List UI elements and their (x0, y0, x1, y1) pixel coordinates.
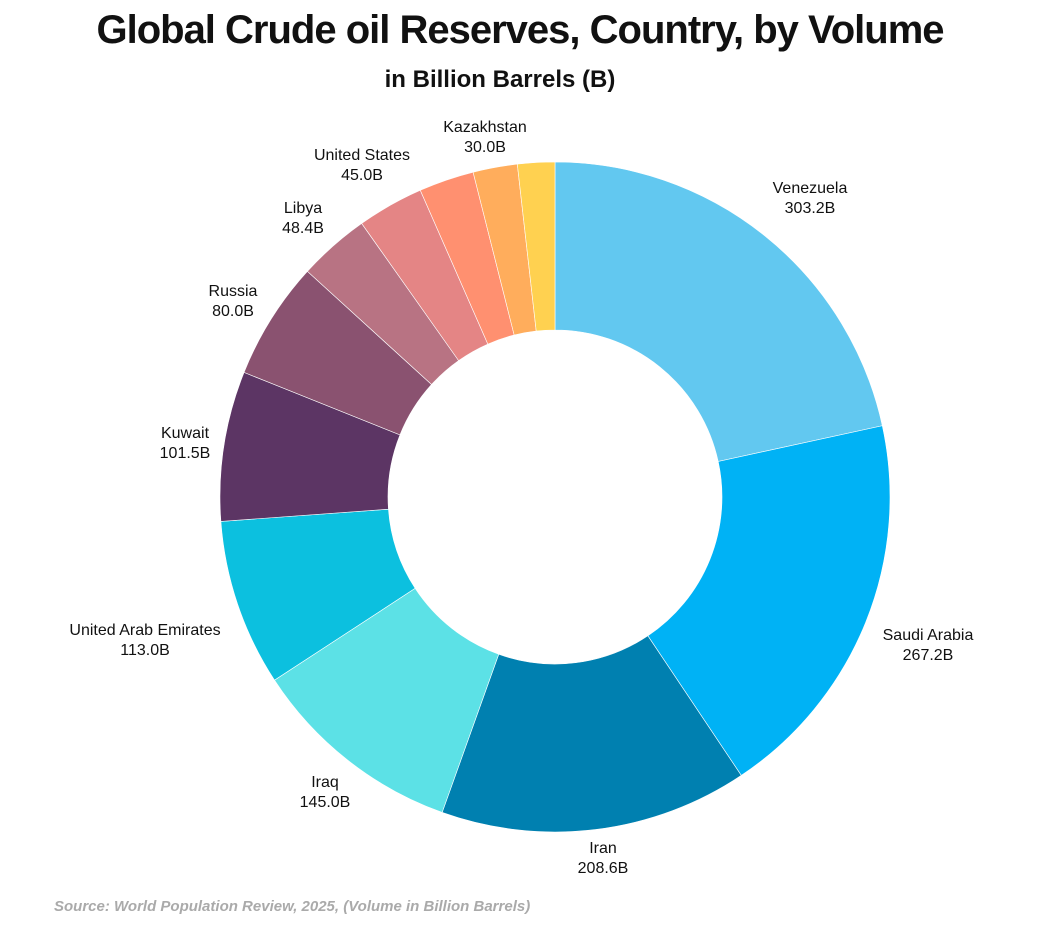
slice-unlabeled-11 (516, 161, 556, 332)
label-value: 48.4B (282, 220, 324, 237)
label-name: Kuwait (160, 425, 210, 442)
label-value: 208.6B (577, 860, 629, 877)
label-name: Venezuela (772, 180, 848, 197)
label-name: Iran (589, 840, 617, 857)
chart-title: Global Crude oil Reserves, Country, by V… (96, 8, 944, 52)
source-note: Source: World Population Review, 2025, (… (54, 898, 531, 915)
chart-subtitle: in Billion Barrels (B) (384, 66, 616, 93)
label-value: 145.0B (299, 794, 351, 811)
label-name: Kazakhstan (443, 119, 527, 136)
label-russia: Russia 80.0B (123, 282, 343, 322)
label-value: 30.0B (464, 139, 506, 156)
label-name: Iraq (311, 774, 339, 791)
label-value: 45.0B (341, 167, 383, 184)
label-name: United States (313, 147, 411, 164)
label-name: Libya (283, 200, 323, 217)
label-iran: Iran 208.6B (493, 839, 713, 879)
label-value: 80.0B (212, 303, 254, 320)
label-libya: Libya 48.4B (193, 199, 413, 239)
label-kuwait: Kuwait 101.5B (75, 424, 295, 464)
label-venezuela: Venezuela 303.2B (700, 179, 920, 219)
slice-saudi-arabia (647, 425, 891, 776)
label-united-states: United States 45.0B (252, 146, 472, 186)
label-name: Saudi Arabia (882, 627, 974, 644)
slice-iran (441, 635, 742, 833)
slice-venezuela (554, 161, 883, 462)
label-value: 303.2B (784, 200, 836, 217)
label-uae: United Arab Emirates 113.0B (35, 621, 255, 661)
label-kazakhstan: Kazakhstan 30.0B (375, 118, 595, 158)
label-name: United Arab Emirates (69, 622, 221, 639)
label-value: 267.2B (902, 647, 954, 664)
label-name: Russia (208, 283, 258, 300)
label-value: 101.5B (159, 445, 211, 462)
label-iraq: Iraq 145.0B (215, 773, 435, 813)
label-saudi-arabia: Saudi Arabia 267.2B (818, 626, 1038, 666)
label-value: 113.0B (120, 642, 170, 659)
